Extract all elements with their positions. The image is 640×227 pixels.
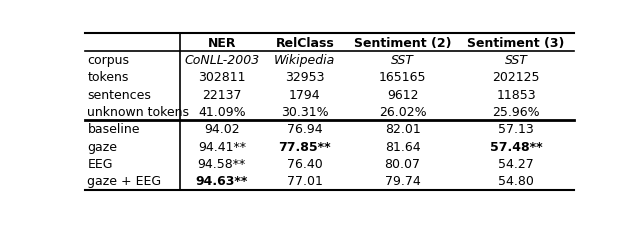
Text: 76.94: 76.94	[287, 123, 323, 136]
Text: Wikipedia: Wikipedia	[274, 54, 335, 67]
Text: 302811: 302811	[198, 71, 246, 84]
Text: Sentiment (3): Sentiment (3)	[467, 36, 565, 49]
Text: 77.85**: 77.85**	[278, 140, 331, 153]
Text: 165165: 165165	[379, 71, 426, 84]
Text: 81.64: 81.64	[385, 140, 420, 153]
Text: 82.01: 82.01	[385, 123, 420, 136]
Text: 94.41**: 94.41**	[198, 140, 246, 153]
Text: EEG: EEG	[88, 157, 113, 170]
Text: 32953: 32953	[285, 71, 324, 84]
Text: 25.96%: 25.96%	[492, 106, 540, 118]
Text: 79.74: 79.74	[385, 175, 420, 188]
Text: NER: NER	[207, 36, 236, 49]
Text: 54.80: 54.80	[498, 175, 534, 188]
Text: 57.48**: 57.48**	[490, 140, 543, 153]
Text: baseline: baseline	[88, 123, 140, 136]
Text: 30.31%: 30.31%	[281, 106, 328, 118]
Text: 77.01: 77.01	[287, 175, 323, 188]
Text: 54.27: 54.27	[498, 157, 534, 170]
Text: corpus: corpus	[88, 54, 129, 67]
Text: 94.02: 94.02	[204, 123, 239, 136]
Text: 1794: 1794	[289, 88, 321, 101]
Text: gaze + EEG: gaze + EEG	[88, 175, 161, 188]
Text: sentences: sentences	[88, 88, 151, 101]
Text: 57.13: 57.13	[498, 123, 534, 136]
Text: SST: SST	[505, 54, 527, 67]
Text: SST: SST	[391, 54, 414, 67]
Text: 202125: 202125	[492, 71, 540, 84]
Text: unknown tokens: unknown tokens	[88, 106, 189, 118]
Text: 76.40: 76.40	[287, 157, 323, 170]
Text: 22137: 22137	[202, 88, 241, 101]
Text: tokens: tokens	[88, 71, 129, 84]
Text: 41.09%: 41.09%	[198, 106, 246, 118]
Text: 9612: 9612	[387, 88, 419, 101]
Text: 94.58**: 94.58**	[198, 157, 246, 170]
Text: RelClass: RelClass	[275, 36, 334, 49]
Text: 80.07: 80.07	[385, 157, 420, 170]
Text: 11853: 11853	[496, 88, 536, 101]
Text: Sentiment (2): Sentiment (2)	[354, 36, 451, 49]
Text: 94.63**: 94.63**	[196, 175, 248, 188]
Text: gaze: gaze	[88, 140, 118, 153]
Text: 26.02%: 26.02%	[379, 106, 426, 118]
Text: CoNLL-2003: CoNLL-2003	[184, 54, 259, 67]
